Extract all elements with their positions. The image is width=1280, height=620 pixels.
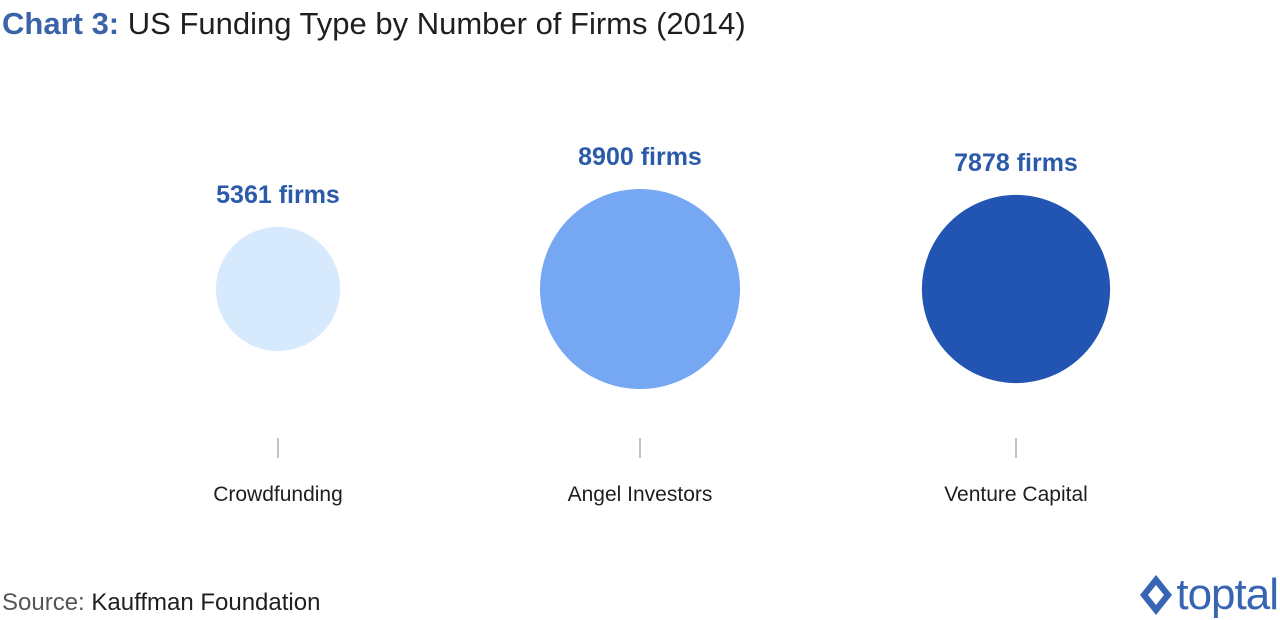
source-value: Kauffman Foundation — [91, 589, 321, 616]
bubble-chart: 5361 firms Crowdfunding 8900 firms Angel In… — [213, 143, 1111, 506]
chart-title-prefix: Chart 3: — [2, 6, 120, 41]
value-label-venture-capital: 7878 firms — [954, 149, 1078, 177]
bubble-crowdfunding — [215, 226, 341, 352]
category-label-angel-investors: Angel Investors — [568, 483, 713, 506]
toptal-diamond-icon — [1140, 575, 1173, 615]
value-label-angel-investors: 8900 firms — [578, 143, 702, 171]
value-label-crowdfunding: 5361 firms — [216, 181, 340, 209]
category-label-venture-capital: Venture Capital — [944, 483, 1088, 506]
chart-title: Chart 3: US Funding Type by Number of Fi… — [2, 4, 746, 44]
category-label-crowdfunding: Crowdfunding — [213, 483, 343, 506]
chart-title-text: US Funding Type by Number of Firms (2014… — [127, 6, 746, 41]
bubble-venture-capital — [921, 194, 1111, 384]
source-note: Source: Kauffman Foundation — [2, 588, 320, 618]
bubble-angel-investors — [540, 189, 740, 389]
source-label: Source: — [2, 589, 85, 616]
toptal-logo-text: toptal — [1176, 570, 1279, 619]
toptal-logo: toptal — [1138, 570, 1279, 620]
